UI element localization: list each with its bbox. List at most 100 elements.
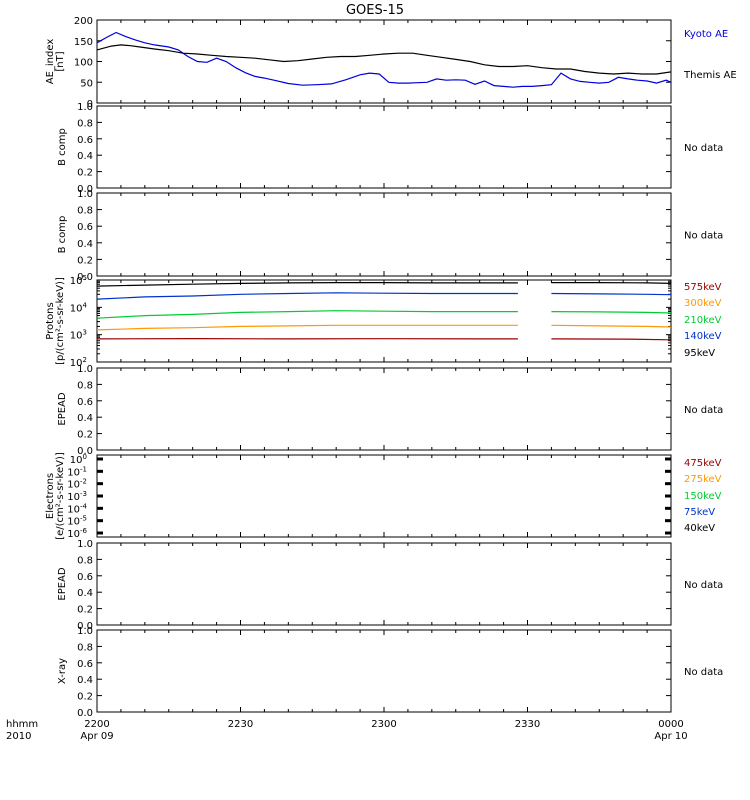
y-tick-label: 0.8 xyxy=(77,642,93,653)
panel-frame-electrons xyxy=(96,454,672,538)
y-tick xyxy=(665,494,671,498)
legend-300keV: 300keV xyxy=(684,298,722,309)
time-tick-label: 2230 xyxy=(228,719,253,730)
y-tick-label: 1.0 xyxy=(77,102,93,113)
y-tick-label: 100 xyxy=(70,453,87,466)
series-line-kyoto-ae xyxy=(96,31,672,88)
y-tick-label: 105 xyxy=(70,274,87,287)
no-data-note-bcomp2: No data xyxy=(684,231,723,242)
y-tick-label: 0.2 xyxy=(77,605,93,616)
panel-frame-bcomp2 xyxy=(96,192,672,277)
y-tick-label: 0.6 xyxy=(77,572,93,583)
y-label-epead2: EPEAD xyxy=(57,567,68,601)
legend-kyoto-ae: Kyoto AE xyxy=(684,29,728,40)
y-tick xyxy=(665,457,671,461)
y-tick-label: 0.2 xyxy=(77,692,93,703)
y-tick xyxy=(97,469,103,473)
legend-140keV: 140keV xyxy=(684,331,722,342)
y-tick-label: 0.8 xyxy=(77,206,93,217)
y-tick-label: 150 xyxy=(74,37,93,48)
y-tick-label: 50 xyxy=(80,78,93,89)
y-tick-label: 0.2 xyxy=(77,430,93,441)
y-tick-label: 10-4 xyxy=(67,502,87,515)
y-tick-label: 10-2 xyxy=(67,478,87,491)
y-tick xyxy=(665,531,671,535)
y-label-bcomp2: B comp xyxy=(57,216,68,254)
y-label-bcomp1: B comp xyxy=(57,128,68,166)
y-tick-label: 103 xyxy=(70,329,87,342)
y-tick xyxy=(665,506,671,510)
y-tick xyxy=(665,469,671,473)
y-label-ae: AE_index xyxy=(45,39,56,85)
panel-frame-bcomp1 xyxy=(96,105,672,189)
series-line-300kev xyxy=(96,324,672,331)
y-tick-label: 200 xyxy=(74,16,93,27)
y-tick-label: 104 xyxy=(70,301,88,314)
y-tick xyxy=(97,519,103,523)
no-data-note-epead1: No data xyxy=(684,405,723,416)
y-tick-label: 0.2 xyxy=(77,255,93,266)
series-line-140kev xyxy=(96,292,672,300)
y-tick-label: 100 xyxy=(74,58,93,69)
y-tick-label: 0.4 xyxy=(77,239,93,250)
time-tick-label: 2300 xyxy=(371,719,396,730)
y-tick-label: 0.6 xyxy=(77,135,93,146)
time-row-label-hhmm: hhmm xyxy=(6,719,38,730)
legend-475keV: 475keV xyxy=(684,458,722,469)
y-tick xyxy=(97,482,103,486)
legend-275keV: 275keV xyxy=(684,474,722,485)
y-tick-label: 10-1 xyxy=(67,465,87,478)
no-data-note-epead2: No data xyxy=(684,580,723,591)
y-tick xyxy=(97,531,103,535)
series-line-95kev xyxy=(96,282,672,287)
y-tick-label: 0.0 xyxy=(77,708,93,719)
y-tick-label: 0.6 xyxy=(77,659,93,670)
y-tick-label: 0.8 xyxy=(77,380,93,391)
y-tick-label: 0.0 xyxy=(77,621,93,632)
series-line-575kev xyxy=(96,337,672,341)
y-tick-label: 10-3 xyxy=(67,490,87,503)
date-tick-label: Apr 10 xyxy=(654,731,687,742)
legend-95keV: 95keV xyxy=(684,348,715,359)
y-tick-label: 10-5 xyxy=(67,515,87,528)
y-tick-label: 0.6 xyxy=(77,397,93,408)
y-label-protons: Protons xyxy=(45,302,56,339)
panel-frame-epead2 xyxy=(96,542,672,626)
y-tick-label: 0.4 xyxy=(77,675,93,686)
y-tick-label: 0.4 xyxy=(77,413,93,424)
y-tick xyxy=(665,519,671,523)
y-tick-label: 1.0 xyxy=(77,626,93,637)
y-unit-electrons: [e/(cm²-s-sr-keV)] xyxy=(55,452,66,540)
panel-frame-xray xyxy=(96,629,672,713)
time-row-label-year: 2010 xyxy=(6,731,31,742)
date-tick-label: Apr 09 xyxy=(80,731,113,742)
time-tick-label: 0000 xyxy=(658,719,683,730)
legend-150keV: 150keV xyxy=(684,491,722,502)
y-tick-label: 0.8 xyxy=(77,555,93,566)
y-tick-label: 0.2 xyxy=(77,168,93,179)
y-tick-label: 0.6 xyxy=(77,222,93,233)
y-tick-label: 0.8 xyxy=(77,118,93,129)
no-data-note-xray: No data xyxy=(684,667,723,678)
legend-575keV: 575keV xyxy=(684,282,722,293)
y-tick-label: 0 xyxy=(87,99,93,110)
legend-75keV: 75keV xyxy=(684,507,715,518)
panel-frame-epead1 xyxy=(96,367,672,451)
y-label-electrons: Electrons xyxy=(45,473,56,519)
y-tick-label: 0.0 xyxy=(77,446,93,457)
y-tick-label: 1.0 xyxy=(77,189,93,200)
y-tick xyxy=(97,457,103,461)
time-tick-label: 2200 xyxy=(84,719,109,730)
y-tick-label: 1.0 xyxy=(77,539,93,550)
y-unit-protons: [p/(cm²-s-sr-keV)] xyxy=(55,277,66,365)
y-label-epead1: EPEAD xyxy=(57,392,68,426)
panel-frame-protons xyxy=(96,279,672,363)
no-data-note-bcomp1: No data xyxy=(684,143,723,154)
legend-themis-ae: Themis AE xyxy=(683,70,737,81)
y-tick xyxy=(97,506,103,510)
y-tick-label: 1.0 xyxy=(77,364,93,375)
panel-frame-ae xyxy=(96,19,672,104)
figure-title: GOES-15 xyxy=(346,3,404,18)
y-tick-label: 0.4 xyxy=(77,151,93,162)
y-tick xyxy=(665,482,671,486)
